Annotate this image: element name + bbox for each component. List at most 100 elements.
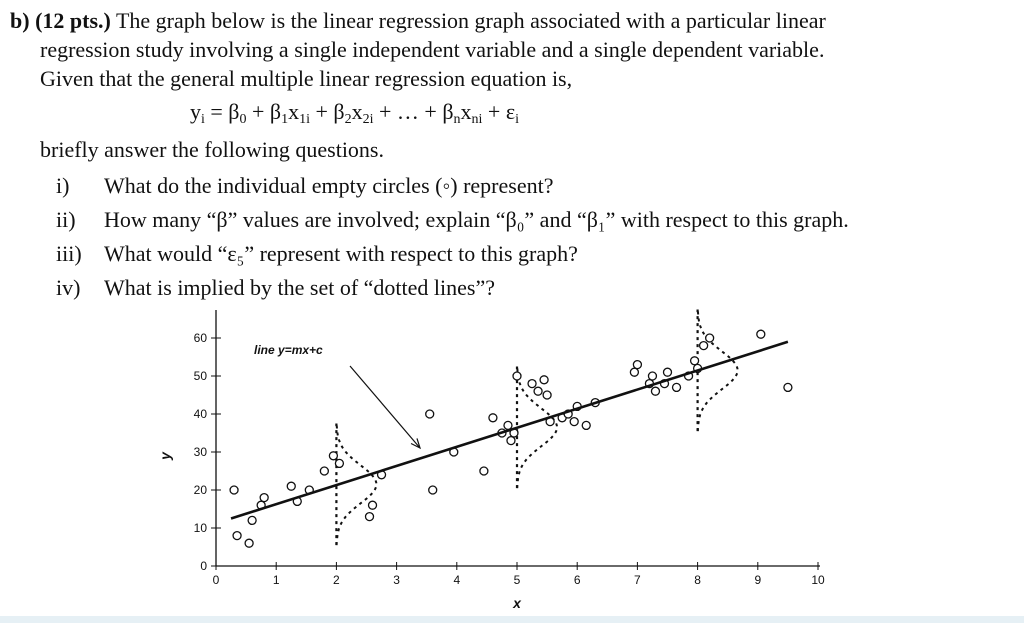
lead-text: briefly answer the following questions.: [40, 137, 384, 162]
x-tick-label: 7: [634, 573, 641, 587]
data-point: [506, 435, 516, 446]
y-tick-label: 60: [194, 331, 208, 345]
data-point: [488, 413, 498, 423]
data-point: [647, 371, 658, 381]
data-point: [244, 538, 254, 548]
regression-line-group: [230, 340, 789, 520]
eq-x1-sub: 1i: [299, 112, 310, 127]
data-point: [704, 333, 715, 343]
data-point: [632, 359, 643, 370]
distribution-curve: [516, 366, 559, 489]
data-points: [229, 329, 793, 548]
data-point: [247, 515, 257, 526]
annotation-arrow-line: [349, 365, 421, 449]
data-point: [229, 485, 239, 495]
annotation-group: line y=mx+c: [254, 343, 422, 450]
eq-xn-sub: ni: [471, 112, 483, 127]
data-point: [629, 367, 640, 377]
data-point: [334, 458, 345, 469]
data-point: [698, 340, 709, 351]
chart-axes: 0 1 2 3 4 5 6 7 8 9 10 0 10 20 30 40 50 60 x y: [157, 310, 825, 611]
intro-text-1: The graph below is the linear regression…: [115, 8, 826, 33]
eq-plus-beta1: + β: [246, 99, 282, 124]
distribution-curves: [335, 309, 739, 546]
eq-b1-sub: 1: [281, 112, 289, 127]
x-tick-label: 8: [694, 573, 701, 587]
eq-plus-betan: + … + β: [373, 99, 454, 124]
eq-epsilon-sub: i: [515, 112, 519, 127]
data-point: [512, 371, 522, 381]
data-point: [503, 420, 513, 431]
x-tick-label: 6: [574, 573, 581, 587]
data-point: [425, 409, 435, 419]
item-text: How many “β” values are involved; explai…: [104, 207, 849, 232]
x-tick-label: 0: [213, 573, 220, 587]
data-point: [428, 485, 438, 495]
x-tick-label: 1: [273, 573, 280, 587]
eq-y: y: [190, 99, 201, 124]
item-number: i): [56, 173, 70, 198]
eq-b0-sub: 0: [239, 112, 247, 127]
eq-x2: x: [351, 99, 363, 124]
x-tick-label: 2: [333, 573, 340, 587]
intro-line-1: b) (12 pts.) The graph below is the line…: [10, 8, 826, 34]
data-point: [328, 451, 339, 461]
data-point: [662, 367, 673, 377]
x-tick-label: 9: [754, 573, 761, 587]
annotation-arrow-head: [410, 438, 422, 450]
data-point: [756, 329, 766, 339]
data-point: [364, 511, 375, 522]
eq-b2-sub: 2: [344, 112, 352, 127]
item-number: iii): [56, 241, 82, 266]
annotation-label: line y=mx+c: [254, 343, 323, 357]
distribution-curve: [696, 309, 739, 432]
x-tick-label: 4: [453, 573, 460, 587]
item-text: What is implied by the set of “dotted li…: [104, 275, 496, 300]
eq-x2-sub: 2i: [362, 112, 374, 127]
eq-xn: x: [460, 99, 472, 124]
y-tick-label: 50: [194, 369, 208, 383]
x-tick-label: 3: [393, 573, 400, 587]
data-point: [581, 420, 591, 431]
eq-plus-epsilon: + ε: [482, 99, 516, 124]
y-tick-label: 20: [194, 483, 208, 497]
data-point: [319, 466, 330, 476]
item-number: iv): [56, 275, 81, 300]
intro-line-3: Given that the general multiple linear r…: [40, 66, 573, 91]
eq-bn-sub: n: [453, 112, 461, 127]
data-point: [539, 375, 549, 385]
regression-line: [230, 340, 789, 520]
y-tick-label: 30: [194, 445, 208, 459]
item-number: ii): [56, 207, 76, 232]
x-tick-label: 10: [811, 573, 825, 587]
data-point: [542, 390, 552, 400]
data-point: [671, 382, 682, 393]
eq-plus-beta2: + β: [310, 99, 345, 124]
question-label: b): [10, 8, 30, 33]
data-point: [650, 386, 661, 396]
data-point: [689, 356, 700, 366]
eq-y-sub: i: [201, 112, 205, 127]
eq-x1: x: [288, 99, 300, 124]
x-tick-label: 5: [514, 573, 521, 587]
data-point: [232, 530, 242, 541]
eq-equals-beta0: = β: [204, 99, 240, 124]
intro-line-2: regression study involving a single inde…: [40, 37, 825, 62]
item-text: What do the individual empty circles (◦)…: [104, 173, 554, 198]
data-point: [367, 500, 378, 510]
y-axis-label: y: [157, 451, 173, 461]
data-point: [479, 466, 489, 476]
points-label: (12 pts.): [35, 8, 111, 33]
y-tick-label: 10: [194, 521, 208, 535]
data-point: [259, 492, 269, 503]
bottom-bar: [0, 616, 1024, 623]
data-point: [286, 481, 296, 491]
data-point: [527, 378, 537, 389]
regression-equation: yi = β0 + β1x1i + β2x2i + … + βnxni + εi: [190, 99, 519, 133]
data-point: [783, 382, 793, 393]
y-tick-label: 0: [200, 559, 207, 573]
regression-scatter-chart: 0 1 2 3 4 5 6 7 8 9 10 0 10 20 30 40 50 60 x y line y=mx+c: [157, 309, 825, 611]
item-text: What would “ε₅” represent with respect t…: [104, 241, 578, 266]
x-axis-label: x: [512, 595, 522, 611]
y-tick-label: 40: [194, 407, 208, 421]
